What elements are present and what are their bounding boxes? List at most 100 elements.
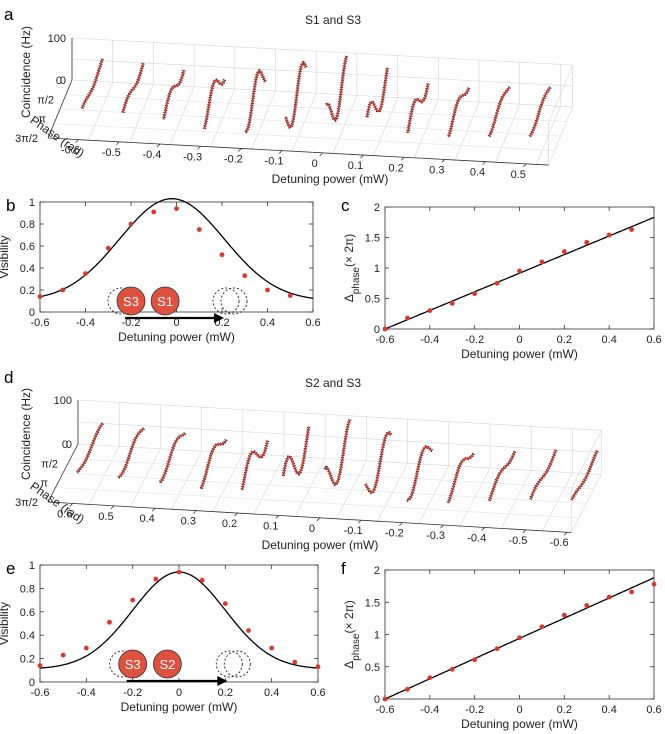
d-x-tick-label: 0.3 [181, 516, 196, 528]
d-data-trace [488, 451, 516, 502]
d-data-trace [323, 419, 351, 486]
a-title: S1 and S3 [305, 13, 361, 27]
c-plot-frame [384, 206, 655, 330]
f-y-tick-label: 0 [374, 694, 380, 706]
e-x-axis-label: Detuning power (mW) [121, 700, 238, 714]
d-data-trace [282, 426, 310, 477]
f-x-tick-label: -0.4 [420, 704, 439, 716]
a-data-trace [325, 55, 348, 121]
e-data-point [315, 664, 321, 670]
e-data-point [176, 569, 182, 575]
b-data-point [128, 221, 134, 227]
d-phase-tick-label: π [40, 478, 48, 490]
f-x-axis-label: Detuning power (mW) [461, 717, 578, 731]
a-errorbar-trace [446, 87, 471, 138]
f-data-point [494, 646, 500, 652]
a-data-trace [488, 86, 511, 137]
a-floor-grid-phase [65, 94, 567, 122]
a-x-tick-label: -0.3 [183, 151, 202, 163]
a-x-tick-label: 0.1 [348, 160, 363, 172]
d-data-trace [76, 422, 104, 474]
f-y-tick-label: 1 [374, 630, 380, 642]
b-y-tick-label: 0 [29, 307, 35, 319]
b-data-point [151, 209, 157, 215]
a-x-tick-label: -0.5 [102, 147, 121, 159]
a-x-tick-mark [400, 156, 405, 161]
a-z-tick-label: 100 [48, 33, 66, 45]
c-x-tick-label: 0.2 [557, 334, 572, 346]
a-data-trace [203, 79, 226, 130]
d-back-grid-horizontal [77, 443, 602, 475]
a-errorbar-trace [284, 61, 308, 129]
e-data-point [130, 597, 136, 603]
c-data-point [629, 227, 634, 232]
a-phase-axis-line [47, 79, 73, 139]
d-x-tick-label: -0.5 [508, 535, 527, 547]
d-x-tick-label: -0.2 [385, 528, 404, 540]
d-x-tick-mark [275, 515, 280, 519]
e-data-point [83, 645, 89, 651]
a-x-tick-mark [482, 161, 486, 165]
d-phase-axis-line [47, 443, 79, 503]
d-phase-tick-label: π/2 [41, 458, 58, 470]
b-y-axis-label: Visibility [0, 235, 11, 278]
f-data-point [539, 624, 545, 630]
panel-c-phase-chart: -0.6 -0.4 -0.2 0 0.2 0.4 0.6 0 0.5 1 1.5 2 Detuning … [342, 202, 662, 361]
b-inset-ghost-right2 [220, 287, 248, 315]
a-z-axis-label: Coincidence (Hz) [19, 26, 33, 118]
a-phase-tick-label: π/2 [37, 94, 54, 106]
a-x-tick-mark [75, 139, 79, 143]
e-data-point [222, 601, 228, 607]
d-x-tick-mark [563, 531, 568, 536]
a-x-tick-label: 0.5 [511, 169, 526, 181]
d-x-tick-label: -0.1 [344, 525, 363, 537]
a-data-trace [447, 87, 470, 138]
a-floor-grid-phase [59, 108, 561, 137]
d-errorbar-trace [240, 440, 270, 491]
b-inset-label-left: S3 [123, 294, 139, 309]
b-inset-arrow-head [214, 313, 224, 323]
a-data-trace [162, 69, 185, 120]
d-x-axis-label: Detuning power (mW) [262, 538, 379, 552]
f-x-tick-label: -0.2 [465, 704, 484, 716]
a-data-trace [244, 70, 266, 133]
d-data-trace [570, 450, 598, 501]
a-x-tick-label: 0.4 [470, 167, 485, 179]
a-x-tick-mark [278, 150, 283, 154]
c-data-point [606, 232, 612, 238]
a-x-tick-label: -0.4 [142, 149, 161, 161]
b-data-point [242, 273, 248, 279]
e-y-axis-label: Visibility [0, 602, 11, 645]
b-x-tick-label: -0.2 [122, 317, 141, 329]
f-data-point [472, 657, 478, 663]
f-data-point [382, 696, 388, 702]
e-inset-label-right: S2 [159, 657, 175, 672]
panel-d-3d-chart: 0.6 0.5 0.4 0.3 0.2 0.1 0 -0.1 -0.2 -0.3 -0.4 -0.5 -… [15, 376, 602, 552]
b-x-tick-label: 0 [173, 317, 179, 329]
b-inset-emitter-left [116, 286, 146, 316]
e-data-point [153, 576, 159, 582]
a-x-tick-mark [360, 154, 364, 159]
panel-label-c: c [341, 196, 350, 215]
d-data-trace [364, 431, 392, 494]
d-x-tick-mark [316, 517, 321, 522]
panel-label-f: f [341, 559, 346, 578]
a-floor-grid-phase [53, 123, 555, 151]
a-phase-tick-label: 0 [56, 75, 62, 87]
d-x-tick-label: 0.6 [57, 508, 72, 520]
d-x-tick-label: -0.4 [467, 532, 486, 544]
a-data-trace [81, 58, 104, 109]
d-floor-grid-phase [55, 487, 579, 519]
e-x-tick-label: 0.6 [310, 687, 325, 699]
panel-e-visibility-chart: -0.6 -0.4 -0.2 0 0.2 0.4 0.6 0 0.2 0.4 0.6 0.8 1 Detu… [0, 560, 326, 714]
f-x-tick-label: 0 [516, 704, 522, 716]
d-x-tick-mark [69, 503, 74, 507]
a-x-tick-label: -0.6 [61, 145, 80, 157]
b-data-point [105, 245, 111, 251]
b-data-point [37, 294, 43, 299]
panel-f-phase-chart: -0.6 -0.4 -0.2 0 0.2 0.4 0.6 0 0.5 1 1.5 2 Detuning … [342, 565, 662, 731]
d-data-trace [200, 439, 228, 490]
panel-a-3d-chart: -0.6 -0.5 -0.4 -0.3 -0.2 -0.1 0 0.1 0.2 0.3 0.4 0.5… [15, 13, 573, 186]
e-inset-emitter-left [118, 649, 148, 679]
c-data-point [405, 315, 410, 321]
